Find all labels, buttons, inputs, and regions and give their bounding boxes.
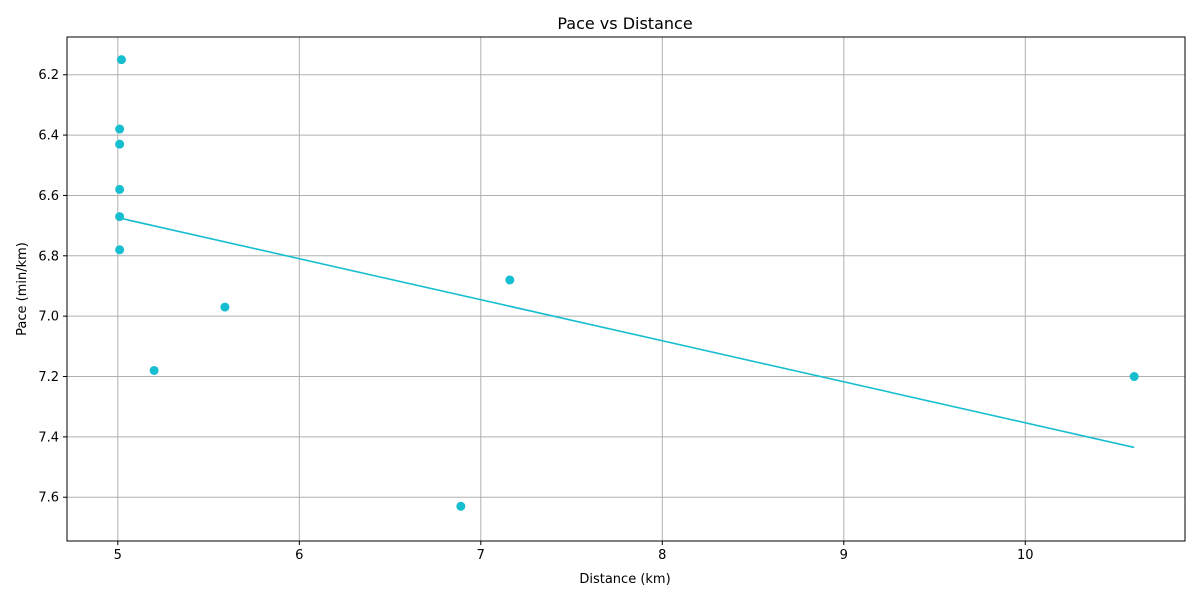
y-axis-label: Pace (min/km) — [15, 242, 30, 336]
data-point — [1129, 372, 1139, 382]
data-point — [505, 275, 515, 285]
y-tick-label: 6.8 — [38, 249, 59, 264]
y-tick-label: 7.2 — [38, 370, 59, 385]
y-tick-label: 7.6 — [38, 491, 59, 506]
y-tick-label: 7.0 — [38, 310, 59, 325]
data-point — [115, 212, 125, 222]
x-tick-label: 9 — [840, 548, 848, 563]
data-points — [115, 55, 1139, 511]
x-tick-label: 6 — [295, 548, 303, 563]
y-tick-label: 6.4 — [38, 129, 59, 144]
data-point — [115, 184, 125, 194]
data-point — [220, 302, 230, 312]
trend-line-group — [119, 217, 1135, 449]
data-point — [149, 365, 159, 375]
y-axis-ticks: 6.2 6.4 6.6 6.8 7.0 7.2 7.4 7.6 — [38, 68, 67, 506]
x-tick-label: 7 — [477, 548, 485, 563]
data-point — [115, 124, 125, 134]
x-axis-ticks: 5 6 7 8 9 10 — [114, 541, 1034, 563]
grid — [67, 37, 1185, 541]
trend-line — [119, 217, 1135, 449]
y-tick-label: 7.4 — [38, 430, 59, 445]
x-axis-label: Distance (km) — [579, 572, 670, 587]
data-point — [456, 501, 466, 511]
x-tick-label: 10 — [1017, 548, 1034, 563]
chart-title: Pace vs Distance — [557, 14, 692, 33]
data-point — [115, 245, 125, 255]
x-tick-label: 5 — [114, 548, 122, 563]
plot-frame — [66, 36, 1186, 542]
y-tick-label: 6.2 — [38, 68, 59, 83]
data-point — [116, 55, 126, 65]
data-point — [115, 139, 125, 149]
y-tick-label: 6.6 — [38, 189, 59, 204]
x-tick-label: 8 — [658, 548, 666, 563]
